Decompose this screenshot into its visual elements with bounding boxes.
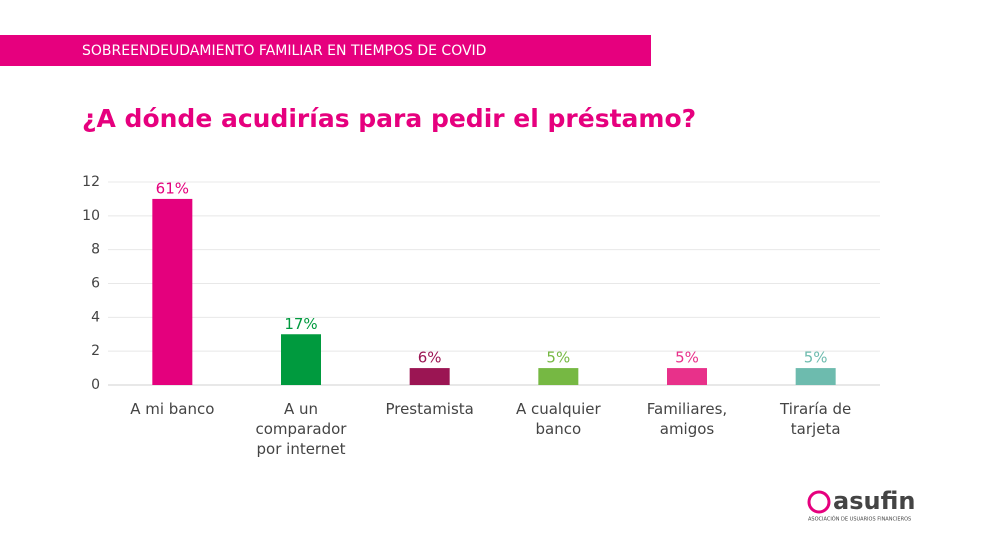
data-label: 17% [284, 315, 317, 333]
data-label: 61% [156, 179, 189, 197]
banner-text: SOBREENDEUDAMIENTO FAMILIAR EN TIEMPOS D… [82, 43, 486, 59]
data-label: 5% [546, 349, 570, 367]
y-tick-label: 6 [91, 276, 100, 292]
bar [795, 368, 836, 385]
x-tick-label-line: banco [536, 420, 582, 438]
data-label: 5% [675, 349, 699, 367]
x-tick-label: A cualquier banco [516, 400, 602, 438]
logo: asufin ASOCIACIÓN DE USUARIOS FINANCIERO… [807, 487, 915, 523]
x-tick-label-line: amigos [660, 420, 715, 438]
y-tick-label: 12 [82, 174, 100, 190]
x-tick-label-line: Tiraría de [779, 400, 851, 418]
bar [667, 368, 707, 385]
y-tick-label: 4 [91, 309, 100, 325]
x-tick-label-line: tarjeta [791, 420, 841, 438]
chart-title: ¿A dónde acudirías para pedir el préstam… [82, 104, 696, 133]
x-tick-label: A mi banco [130, 400, 214, 418]
x-tick-label-line: A mi banco [130, 400, 214, 418]
x-tick-label: Tiraría de tarjeta [779, 400, 851, 438]
data-label: 5% [804, 349, 828, 367]
bar [409, 368, 450, 385]
bar [538, 368, 579, 385]
x-tick-label: A un comparador por internet [256, 400, 348, 458]
bar [152, 198, 193, 385]
x-tick-label-line: por internet [257, 440, 346, 458]
logo-tagline: ASOCIACIÓN DE USUARIOS FINANCIEROS [808, 516, 911, 523]
data-label: 6% [418, 349, 442, 367]
x-tick-label-line: Prestamista [385, 400, 473, 418]
x-tick-label: Prestamista [385, 400, 473, 418]
x-tick-label-line: A cualquier [516, 400, 602, 418]
logo-icon [807, 490, 831, 514]
x-tick-label: Familiares, amigos [647, 400, 727, 438]
x-tick-label-line: A un [284, 400, 318, 418]
bar [281, 334, 321, 385]
banner [0, 35, 651, 66]
x-tick-label-line: Familiares, [647, 400, 727, 418]
y-tick-label: 0 [91, 377, 100, 393]
y-tick-label: 8 [91, 242, 100, 258]
y-tick-label: 10 [82, 208, 100, 224]
logo-name: asufin [833, 487, 915, 515]
x-tick-label-line: comparador [256, 420, 348, 438]
y-tick-label: 2 [91, 343, 100, 359]
